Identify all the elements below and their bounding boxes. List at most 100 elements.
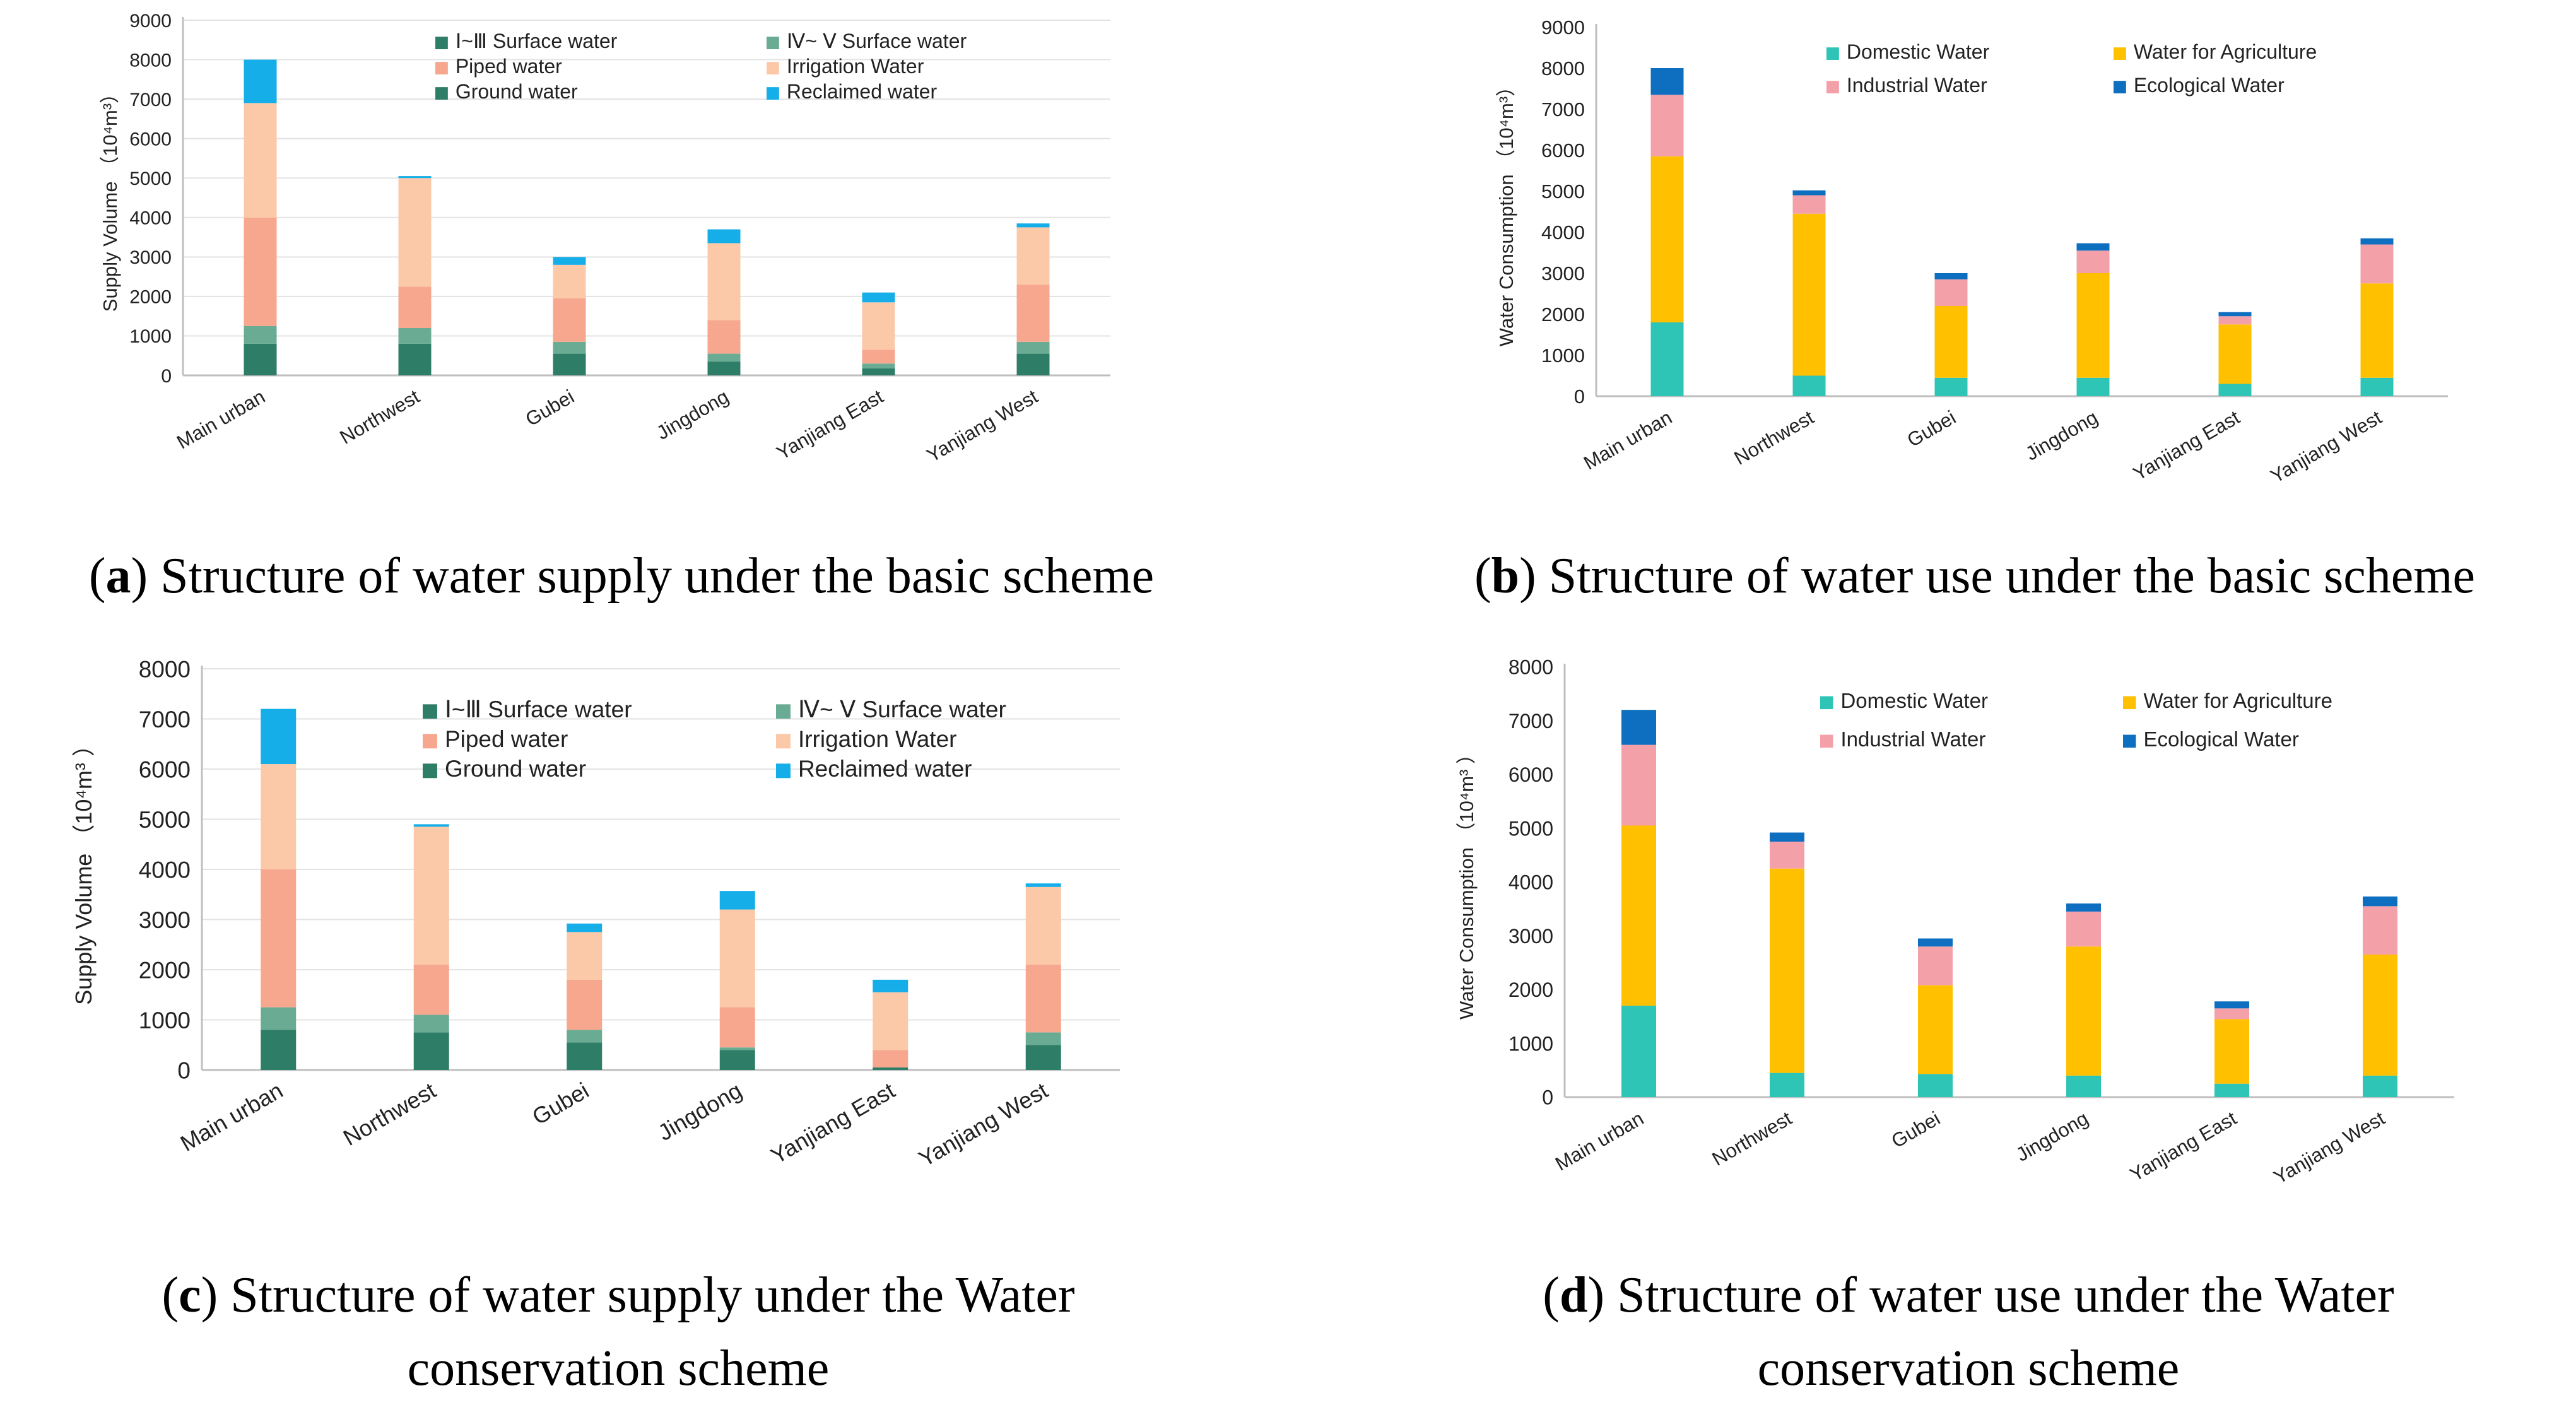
chart-panel-a: 0 1000 2000 3000 4000 5000 6000 7000 8000 9000 Sup… bbox=[0, 0, 1262, 536]
bar-segment bbox=[1621, 825, 1656, 1006]
y-tick-label: 6000 bbox=[139, 756, 191, 782]
x-tick-label: Yanjiang East bbox=[773, 385, 888, 464]
bar-segment bbox=[1918, 938, 1953, 947]
legend-label: Ecological Water bbox=[2134, 74, 2285, 97]
legend-label: Piped water bbox=[456, 55, 562, 78]
y-tick-label: 5000 bbox=[1541, 180, 1585, 203]
bar-segment bbox=[2076, 377, 2110, 396]
bar-segment bbox=[261, 1007, 297, 1030]
bar-segment bbox=[873, 992, 909, 1050]
x-tick-label: Gubei bbox=[528, 1077, 594, 1130]
bar-segment bbox=[1770, 1073, 1804, 1097]
bar-segment bbox=[2214, 1083, 2249, 1097]
bar-segment bbox=[244, 217, 277, 326]
y-tick-label: 6000 bbox=[1541, 139, 1585, 162]
y-tick-label: 4000 bbox=[1509, 871, 1553, 894]
legend-swatch bbox=[423, 763, 437, 779]
legend-swatch bbox=[2123, 696, 2136, 710]
bar-segment bbox=[567, 923, 603, 932]
bar-segment bbox=[862, 350, 895, 364]
y-tick-label: 0 bbox=[1542, 1086, 1553, 1109]
caption-b-letter: b bbox=[1491, 548, 1520, 604]
legend-label: Irrigation Water bbox=[798, 726, 957, 752]
bar-segment bbox=[398, 327, 432, 344]
bar-segment bbox=[553, 257, 586, 265]
legend-label: Industrial Water bbox=[1847, 74, 1987, 97]
y-tick-label: 7000 bbox=[139, 707, 191, 732]
y-tick-label: 8000 bbox=[139, 656, 191, 682]
x-tick-label: Yanjiang East bbox=[2129, 406, 2244, 485]
y-tick-label: 0 bbox=[177, 1057, 191, 1083]
bar-segment bbox=[553, 353, 586, 375]
legend-swatch bbox=[423, 704, 437, 719]
y-tick-label: 2000 bbox=[139, 957, 191, 983]
bar-segment bbox=[1792, 190, 1826, 196]
bar-segment bbox=[707, 320, 741, 354]
x-tick-label: Northwest bbox=[1709, 1107, 1796, 1170]
bar-segment bbox=[2218, 312, 2252, 317]
legend-swatch bbox=[776, 763, 791, 779]
legend-swatch bbox=[435, 62, 448, 74]
bar-segment bbox=[553, 264, 586, 299]
y-tick-label: 1000 bbox=[129, 326, 172, 347]
y-tick-label: 6000 bbox=[129, 129, 172, 150]
legend-label: Irrigation Water bbox=[787, 55, 924, 78]
y-tick-label: 1000 bbox=[1541, 344, 1585, 367]
caption-c-line2: conservation scheme bbox=[407, 1341, 830, 1396]
bar-segment bbox=[2218, 316, 2252, 325]
y-axis-title: Supply Volume （10⁴m³） bbox=[99, 84, 121, 312]
legend-swatch bbox=[776, 704, 791, 719]
bar-segment bbox=[1621, 710, 1656, 745]
y-tick-label: 1000 bbox=[139, 1008, 191, 1033]
legend-label: Ⅰ~Ⅲ Surface water bbox=[445, 697, 632, 722]
legend-label: Reclaimed water bbox=[798, 756, 972, 782]
bar-segment bbox=[567, 1042, 603, 1070]
bar-segment bbox=[1016, 227, 1050, 285]
y-tick-label: 7000 bbox=[129, 90, 172, 110]
bar-segment bbox=[1650, 95, 1684, 156]
bar-segment bbox=[1650, 156, 1684, 322]
legend-label: Industrial Water bbox=[1840, 727, 1985, 751]
bar-segment bbox=[567, 979, 603, 1030]
bar-segment bbox=[1934, 306, 1968, 378]
bar-segment bbox=[244, 59, 277, 103]
bar-segment bbox=[1792, 195, 1826, 214]
bar-segment bbox=[1792, 213, 1826, 376]
y-tick-label: 3000 bbox=[139, 907, 191, 933]
x-tick-label: Yanjiang East bbox=[767, 1077, 900, 1168]
x-tick-label: Yanjiang East bbox=[2126, 1107, 2241, 1186]
bar-segment bbox=[719, 1047, 755, 1050]
chart-panel-c: 0 1000 2000 3000 4000 5000 6000 7000 8000 Supply … bbox=[0, 637, 1262, 1243]
caption-d-line2: conservation scheme bbox=[1757, 1341, 2180, 1396]
bar-segment bbox=[2363, 906, 2397, 955]
bar-segment bbox=[2076, 250, 2110, 273]
bar-segment bbox=[261, 869, 297, 1008]
bar-segment bbox=[1650, 322, 1684, 396]
bar-segment bbox=[244, 103, 277, 218]
bar-segment bbox=[1025, 965, 1061, 1033]
bar-segment bbox=[1025, 1032, 1061, 1045]
bar-segment bbox=[2218, 324, 2252, 384]
y-tick-label: 9000 bbox=[129, 11, 172, 32]
legend-label: Ⅳ~ Ⅴ Surface water bbox=[787, 30, 967, 52]
bar-segment bbox=[2360, 283, 2394, 378]
legend-swatch bbox=[767, 62, 779, 74]
legend-label: Domestic Water bbox=[1847, 40, 1990, 63]
y-tick-label: 5000 bbox=[139, 807, 191, 833]
bar-segment bbox=[2066, 903, 2101, 912]
y-axis-title: Water Consumption （10⁴m³） bbox=[1495, 77, 1517, 346]
x-tick-label: Yanjiang West bbox=[2267, 406, 2385, 488]
bar-segment bbox=[862, 363, 895, 368]
bar-segment bbox=[398, 178, 432, 287]
bar-segment bbox=[1025, 883, 1061, 887]
y-tick-label: 5000 bbox=[129, 168, 172, 189]
bar-segment bbox=[1918, 985, 1953, 1074]
bar-segment bbox=[2066, 1075, 2101, 1097]
y-tick-label: 4000 bbox=[129, 208, 172, 229]
legend-swatch bbox=[2114, 47, 2126, 60]
x-tick-label: Jingdong bbox=[2013, 1107, 2092, 1166]
x-tick-label: Yanjiang West bbox=[2270, 1107, 2389, 1189]
x-tick-label: Yanjiang West bbox=[914, 1077, 1052, 1172]
bar-segment bbox=[2214, 1001, 2249, 1009]
bar-segment bbox=[2360, 238, 2394, 245]
